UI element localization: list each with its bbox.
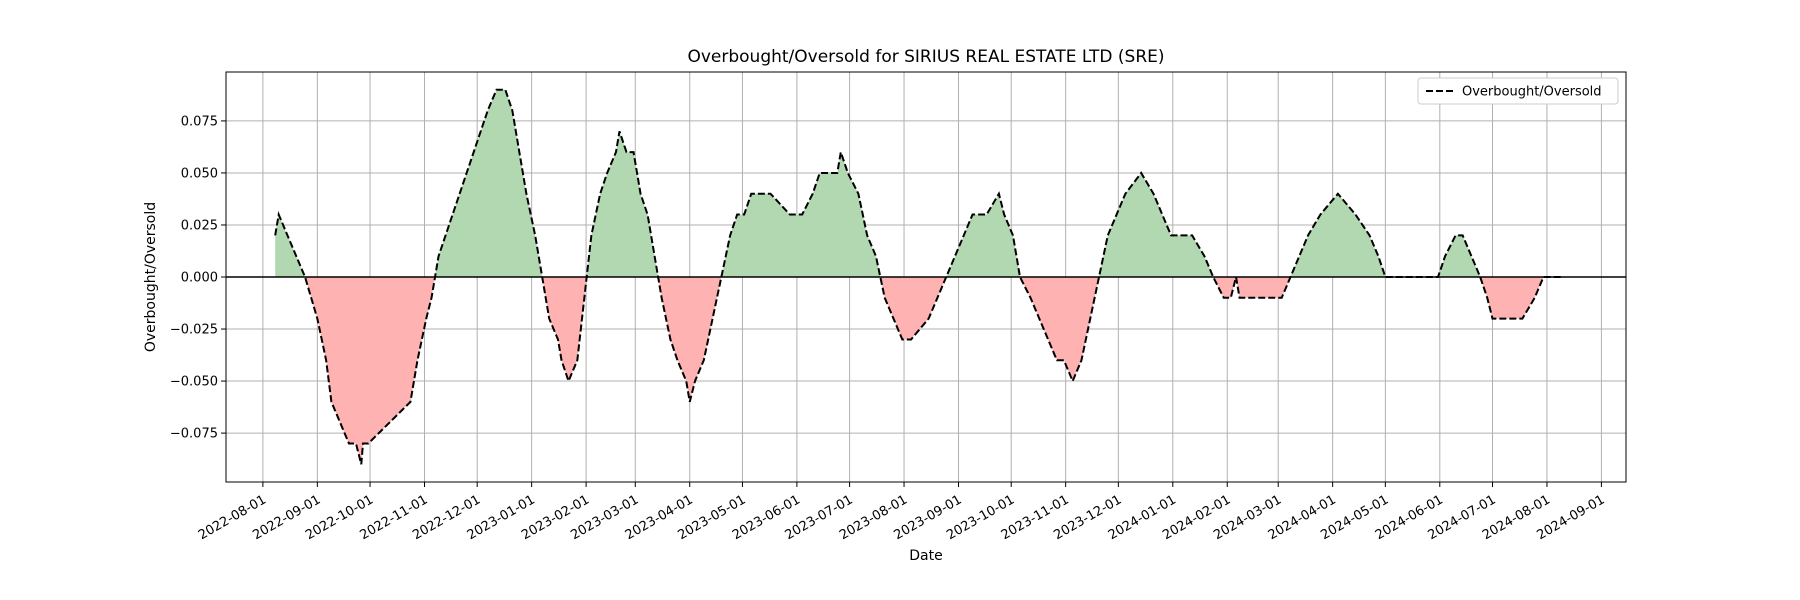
y-axis-ticks: −0.075 −0.050 −0.025 0.000 0.025 0.050 0.075	[170, 114, 226, 442]
y-tick-label: −0.050	[170, 375, 218, 390]
positive-fill-area	[275, 89, 1481, 277]
x-axis-label: Date	[909, 548, 942, 564]
legend: Overbought/Oversold	[1417, 77, 1619, 105]
series-line-overbought-oversold	[274, 88, 1562, 465]
y-tick-label: 0.025	[181, 218, 218, 233]
chart-title: Overbought/Oversold for SIRIUS REAL ESTA…	[687, 47, 1164, 67]
area-fills	[275, 89, 1544, 465]
y-tick-label: 0.000	[181, 271, 218, 286]
legend-box	[1417, 77, 1619, 105]
y-tick-label: 0.050	[181, 166, 218, 181]
y-axis-label: Overbought/Oversold	[143, 202, 159, 352]
negative-fill-area	[305, 277, 1544, 465]
y-tick-label: 0.075	[181, 114, 218, 129]
legend-label: Overbought/Oversold	[1462, 85, 1602, 100]
y-tick-label: −0.025	[170, 323, 218, 338]
y-tick-label: −0.075	[170, 427, 218, 442]
